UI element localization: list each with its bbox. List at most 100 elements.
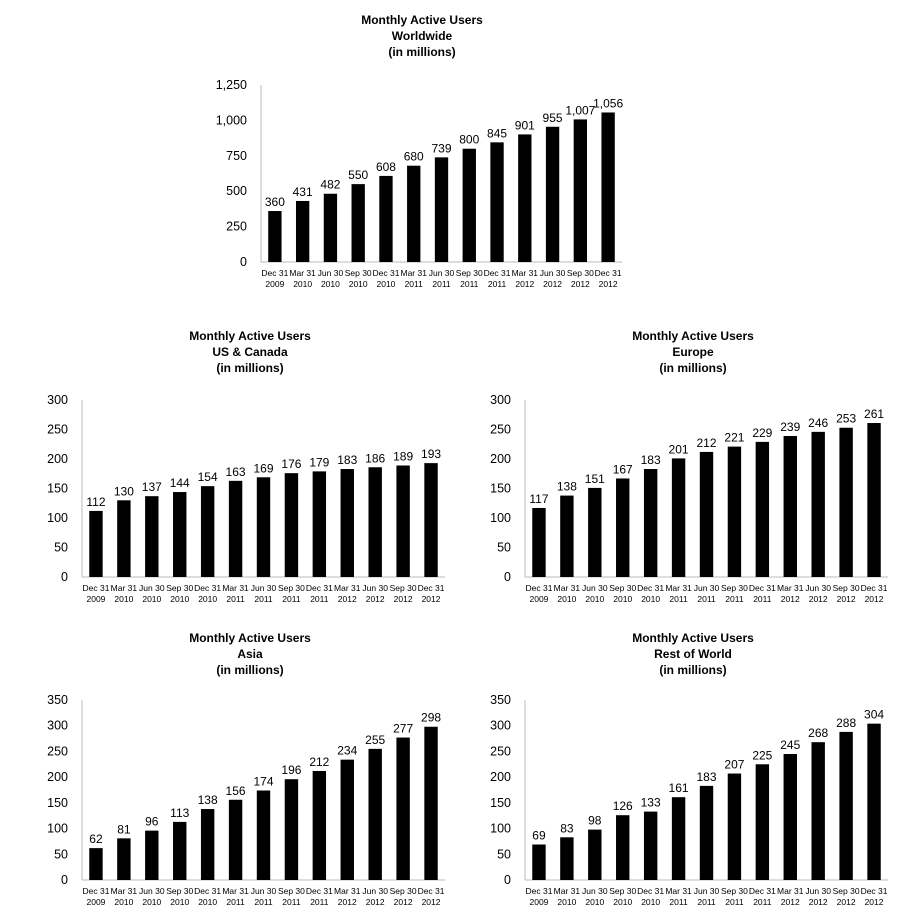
data-label: 268 bbox=[808, 726, 828, 740]
x-tick-label: 2009 bbox=[87, 897, 106, 907]
bar bbox=[727, 446, 742, 577]
x-tick-label: 2012 bbox=[543, 279, 562, 289]
x-tick-label: Mar 31 bbox=[665, 886, 692, 896]
y-tick-label: 0 bbox=[240, 255, 247, 269]
bar bbox=[545, 126, 560, 262]
bar bbox=[699, 785, 714, 880]
data-label: 112 bbox=[86, 495, 105, 509]
bar bbox=[295, 200, 310, 262]
y-tick-label: 150 bbox=[490, 482, 511, 496]
y-tick-label: 100 bbox=[490, 822, 511, 836]
x-tick-label: Jun 30 bbox=[805, 886, 831, 896]
x-tick-label: Mar 31 bbox=[111, 886, 138, 896]
y-tick-label: 350 bbox=[47, 693, 68, 707]
x-tick-label: 2009 bbox=[265, 279, 284, 289]
bar bbox=[490, 142, 504, 262]
x-tick-label: 2011 bbox=[669, 594, 688, 604]
data-label: 83 bbox=[560, 821, 574, 835]
x-tick-label: Mar 31 bbox=[777, 583, 804, 593]
x-tick-label: Sep 30 bbox=[390, 886, 417, 896]
data-label: 167 bbox=[613, 462, 633, 476]
bar bbox=[811, 742, 825, 880]
x-tick-label: Sep 30 bbox=[278, 886, 305, 896]
data-label: 144 bbox=[170, 476, 190, 490]
bar bbox=[462, 148, 476, 262]
bar bbox=[560, 495, 574, 577]
x-tick-label: 2012 bbox=[809, 594, 828, 604]
x-tick-label: 2012 bbox=[809, 897, 828, 907]
x-tick-label: Dec 31 bbox=[525, 886, 552, 896]
x-tick-label: Mar 31 bbox=[289, 268, 316, 278]
data-label: 169 bbox=[253, 461, 273, 475]
x-tick-label: Dec 31 bbox=[82, 583, 109, 593]
bar bbox=[839, 731, 853, 880]
chart-title-line: US & Canada bbox=[212, 345, 288, 359]
x-tick-label: Mar 31 bbox=[554, 583, 581, 593]
bar bbox=[532, 507, 546, 577]
y-tick-label: 50 bbox=[497, 847, 511, 861]
y-tick-label: 50 bbox=[54, 847, 68, 861]
x-tick-label: 2010 bbox=[557, 594, 576, 604]
chart-title-line: Europe bbox=[672, 345, 714, 359]
data-label: 360 bbox=[265, 195, 285, 209]
data-label: 179 bbox=[309, 455, 329, 469]
x-tick-label: 2012 bbox=[366, 897, 385, 907]
x-tick-label: Mar 31 bbox=[222, 886, 249, 896]
bar bbox=[396, 465, 410, 577]
x-tick-label: 2010 bbox=[641, 594, 660, 604]
data-label: 207 bbox=[724, 758, 744, 772]
data-label: 154 bbox=[198, 470, 218, 484]
bar bbox=[396, 737, 410, 880]
x-tick-label: 2010 bbox=[557, 897, 576, 907]
data-label: 550 bbox=[348, 168, 368, 182]
x-tick-label: Dec 31 bbox=[525, 583, 552, 593]
x-tick-label: Jun 30 bbox=[362, 583, 388, 593]
x-tick-label: Dec 31 bbox=[595, 268, 622, 278]
data-label: 161 bbox=[669, 781, 689, 795]
x-tick-label: 2012 bbox=[394, 594, 413, 604]
x-tick-label: 2011 bbox=[669, 897, 688, 907]
bar bbox=[616, 815, 630, 880]
x-tick-label: 2012 bbox=[571, 279, 590, 289]
x-tick-label: Jun 30 bbox=[582, 886, 608, 896]
bar bbox=[228, 799, 243, 880]
bar bbox=[755, 441, 770, 577]
x-tick-label: 2010 bbox=[377, 279, 396, 289]
x-tick-label: 2012 bbox=[781, 897, 800, 907]
data-label: 130 bbox=[114, 484, 134, 498]
x-tick-label: Dec 31 bbox=[418, 886, 445, 896]
data-label: 800 bbox=[459, 133, 479, 147]
data-label: 277 bbox=[393, 722, 413, 736]
y-tick-label: 200 bbox=[47, 770, 68, 784]
x-tick-label: 2011 bbox=[254, 594, 273, 604]
data-label: 138 bbox=[557, 480, 577, 494]
y-tick-label: 150 bbox=[47, 796, 68, 810]
bar bbox=[671, 458, 686, 577]
chart-title-line: Rest of World bbox=[654, 647, 732, 661]
data-label: 201 bbox=[669, 442, 689, 456]
y-tick-label: 0 bbox=[61, 570, 68, 584]
x-tick-label: Jun 30 bbox=[805, 583, 831, 593]
bar bbox=[368, 467, 382, 577]
x-tick-label: 2010 bbox=[198, 897, 217, 907]
data-label: 608 bbox=[376, 160, 396, 174]
x-tick-label: Mar 31 bbox=[222, 583, 249, 593]
x-tick-label: Dec 31 bbox=[372, 268, 399, 278]
bar bbox=[643, 811, 658, 880]
data-label: 246 bbox=[808, 416, 828, 430]
chart-title-line: Monthly Active Users bbox=[632, 631, 754, 645]
x-tick-label: Jun 30 bbox=[694, 886, 720, 896]
x-tick-label: Sep 30 bbox=[456, 268, 483, 278]
y-tick-label: 200 bbox=[490, 452, 511, 466]
data-label: 193 bbox=[421, 447, 441, 461]
bar bbox=[407, 165, 421, 262]
y-tick-label: 200 bbox=[47, 452, 68, 466]
x-tick-label: 2010 bbox=[198, 594, 217, 604]
data-label: 189 bbox=[393, 449, 413, 463]
x-tick-label: Mar 31 bbox=[400, 268, 427, 278]
x-tick-label: 2010 bbox=[142, 594, 161, 604]
y-tick-label: 300 bbox=[47, 719, 68, 733]
data-label: 96 bbox=[145, 815, 159, 829]
data-label: 183 bbox=[696, 770, 716, 784]
bar bbox=[117, 838, 131, 880]
